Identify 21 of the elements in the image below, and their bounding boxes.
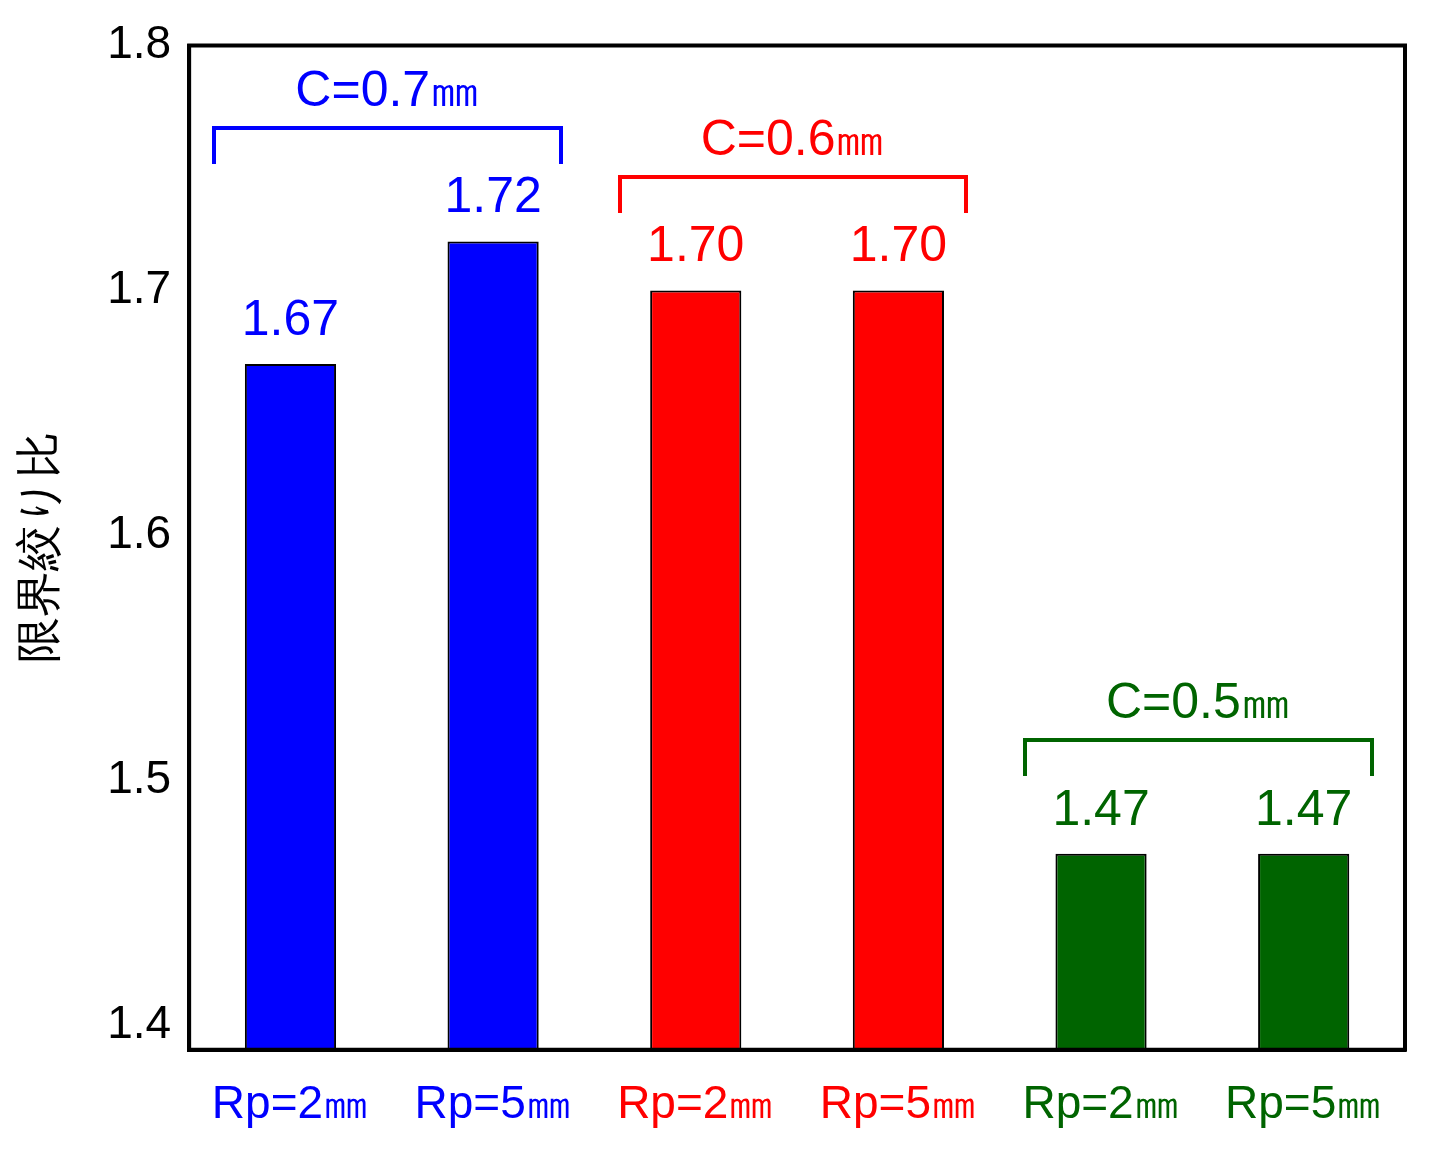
data-label: 1.67	[241, 289, 340, 346]
y-tick-label: 1.5	[107, 751, 172, 804]
annotation: C=0.5㎜	[1105, 671, 1291, 731]
annotation: C=0.6㎜	[700, 108, 886, 168]
x-tick-label: Rp=2㎜	[211, 1076, 370, 1129]
y-tick-label: 1.8	[107, 16, 172, 69]
x-tick-label: Rp=2㎜	[1022, 1076, 1180, 1129]
annotation: C=0.7㎜	[295, 59, 481, 119]
data-label: 1.70	[849, 216, 948, 273]
data-label: 1.47	[1255, 779, 1353, 836]
y-tick-label: 1.4	[107, 995, 172, 1048]
data-label: 1.47	[1052, 779, 1150, 836]
y-tick-label: 1.7	[107, 261, 172, 314]
x-tick-label: Rp=5㎜	[414, 1076, 572, 1129]
data-label: 1.72	[444, 167, 542, 224]
y-tick-label: 1.6	[107, 506, 172, 559]
y-axis-title: 限界絞り比	[12, 432, 65, 664]
data-label: 1.70	[647, 216, 745, 273]
x-tick-label: Rp=2㎜	[617, 1076, 775, 1129]
x-tick-label: Rp=5㎜	[1225, 1076, 1383, 1129]
x-tick-label: Rp=5㎜	[819, 1076, 978, 1129]
